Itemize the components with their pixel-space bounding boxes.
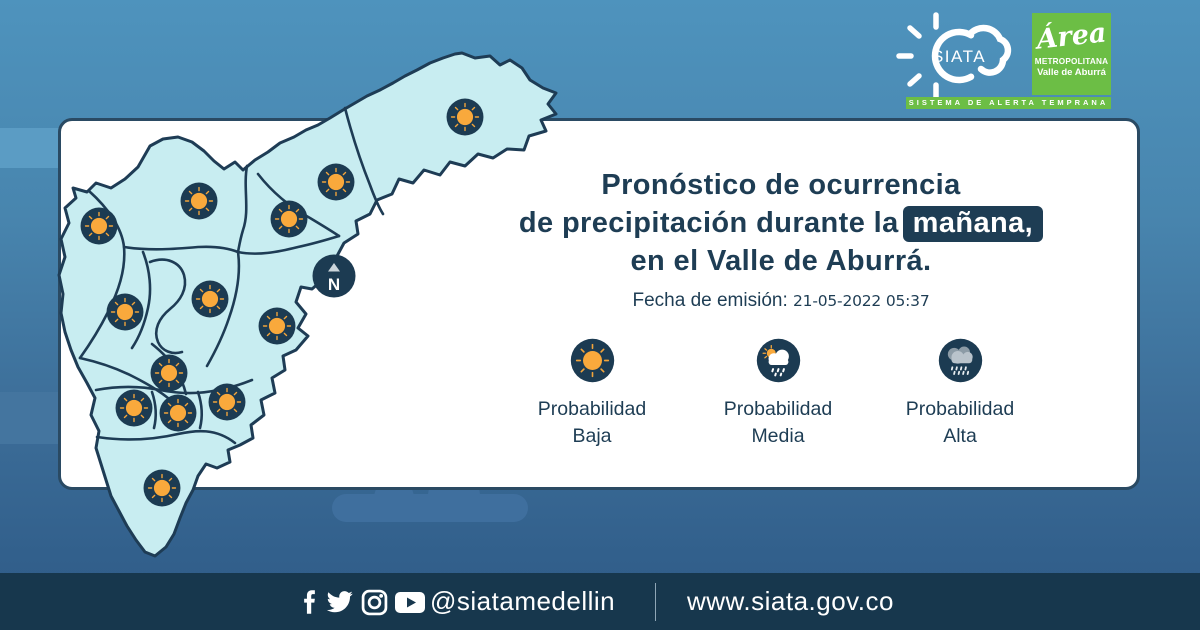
svg-text:SIATA: SIATA bbox=[932, 47, 986, 66]
legend-label-high: Probabilidad Alta bbox=[905, 398, 1015, 447]
emission-date: Fecha de emisión: 21-05-2022 05:37 bbox=[451, 290, 1111, 312]
forecast-title: Pronóstico de ocurrencia de precipitació… bbox=[451, 166, 1111, 312]
footer-divider bbox=[655, 583, 656, 621]
legend-item-medium: Probabilidad Media bbox=[683, 337, 873, 450]
emission-value: 21-05-2022 05:37 bbox=[793, 292, 930, 310]
rain-icon bbox=[938, 338, 982, 383]
tagline-bar: SISTEMA DE ALERTA TEMPRANA bbox=[906, 97, 1111, 109]
footer-bar: @siatamedellin www.siata.gov.co bbox=[0, 573, 1200, 630]
header-logos: SIATA Área METROPOLITANA Valle de Aburrá… bbox=[896, 6, 1116, 109]
sun-icon bbox=[569, 337, 615, 384]
site-url[interactable]: www.siata.gov.co bbox=[687, 586, 894, 616]
emission-label: Fecha de emisión: bbox=[632, 290, 788, 311]
legend-item-low: Probabilidad Baja bbox=[497, 337, 687, 450]
title-line-3: en el Valle de Aburrá. bbox=[630, 245, 932, 277]
legend-item-high: Probabilidad Alta bbox=[865, 337, 1055, 450]
youtube-icon[interactable] bbox=[395, 591, 425, 613]
instagram-icon[interactable] bbox=[361, 589, 388, 616]
social-handle[interactable]: @siatamedellin bbox=[430, 586, 616, 616]
forecast-card: Pronóstico de ocurrencia de precipitació… bbox=[58, 118, 1140, 490]
area-metropolitana-logo: Área METROPOLITANA Valle de Aburrá bbox=[1032, 13, 1111, 95]
area-logo-script: Área bbox=[1035, 17, 1108, 56]
title-line-1: Pronóstico de ocurrencia bbox=[601, 169, 961, 201]
twitter-icon[interactable] bbox=[324, 589, 354, 615]
legend-label-medium: Probabilidad Media bbox=[723, 398, 833, 447]
area-logo-line1: METROPOLITANA bbox=[1034, 57, 1109, 66]
highlight-chip: mañana, bbox=[902, 206, 1044, 242]
facebook-icon[interactable] bbox=[302, 588, 317, 616]
legend-label-low: Probabilidad Baja bbox=[537, 398, 647, 447]
siata-logo: SIATA bbox=[896, 12, 1012, 100]
social-icons bbox=[302, 587, 425, 617]
sun-rain-icon bbox=[756, 338, 800, 383]
area-logo-line2: Valle de Aburrá bbox=[1037, 67, 1106, 78]
title-line-2: de precipitación durante la mañana, bbox=[451, 204, 1111, 242]
title-line-2-text: de precipitación durante la bbox=[518, 207, 899, 239]
